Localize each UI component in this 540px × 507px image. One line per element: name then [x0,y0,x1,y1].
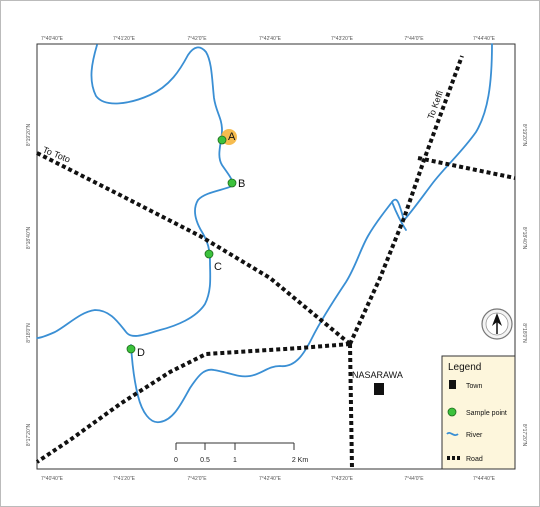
tick-label: 7°44'0"E [404,476,424,482]
tick-label: 7°41'20"E [113,476,136,482]
legend-item-road: Road [447,456,483,463]
tick-label: 8°19'20"N [521,124,527,147]
tick-label: 7°42'40"E [259,36,282,42]
bottom-tick-labels: 7°40'40"E 7°41'20"E 7°42'0"E 7°42'40"E 7… [41,476,496,482]
tick-label: 7°42'0"E [187,36,207,42]
top-tick-labels: 7°40'40"E 7°41'20"E 7°42'0"E 7°42'40"E 7… [41,36,496,42]
tick-label: 8°17'20"N [521,424,527,447]
legend-item-river: River [446,431,483,439]
tick-label: 8°18'40"N [521,227,527,250]
tick-label: 7°43'20"E [331,476,354,482]
legend-title: Legend [448,362,481,373]
town-icon [374,383,384,395]
river-main [36,185,233,339]
town-nasarawa: NASARAWA [352,370,403,395]
sample-point-d: D [126,344,145,359]
north-arrow-icon [481,308,513,340]
sample-label: A [228,131,236,143]
tick-label: 7°43'20"E [331,36,354,42]
legend-item-town: Town [449,380,482,390]
scale-bar: 0 0.5 1 2 Km [174,442,309,464]
left-tick-labels: 8°19'20"N 8°18'40"N 8°18'0"N 8°17'20"N [26,123,32,446]
map-frame [36,43,516,470]
tick-label: 8°18'40"N [26,226,32,249]
tick-label: 7°40'40"E [41,36,64,42]
sample-dot-icon [447,407,457,417]
sample-point-b: B [227,178,245,190]
legend-item-label: River [466,432,483,439]
legend-item-label: Sample point [466,410,507,417]
roads [35,55,516,470]
river-upper-loop [90,44,234,187]
sample-label: D [137,347,145,359]
scale-label: 0.5 [200,457,210,464]
sample-label: C [214,261,222,273]
tick-label: 7°44'40"E [473,476,496,482]
road-east [417,156,516,180]
sample-label: B [238,178,245,190]
tick-label: 7°40'40"E [41,476,64,482]
right-tick-labels: 8°19'20"N 8°18'40"N 8°18'0"N 8°17'20"N [521,124,527,447]
legend-item-sample-point: Sample point [447,407,507,417]
legend: Legend Town Sample point River Road [441,355,516,470]
town-icon [449,380,456,389]
tick-label: 8°19'20"N [26,123,32,146]
sample-point-a: A [217,131,236,145]
scale-label: 0 [174,457,178,464]
tick-label: 8°17'20"N [26,423,32,446]
legend-item-label: Road [466,456,483,463]
tick-label: 7°41'20"E [113,36,136,42]
tick-label: 7°44'40"E [473,36,496,42]
tick-label: 7°42'0"E [187,476,207,482]
tick-label: 8°18'0"N [521,323,527,343]
rivers [36,43,493,424]
tick-label: 8°18'0"N [26,323,32,343]
sample-dot-icon [227,178,237,188]
sample-dot-icon [126,344,136,354]
scale-label: 1 [233,457,237,464]
sample-point-c: C [204,249,222,273]
tick-label: 7°42'40"E [259,476,282,482]
sample-dot-icon [204,249,214,259]
river-south-loop [130,43,493,424]
river-line-icon [446,431,459,437]
town-label: NASARAWA [352,370,403,380]
sample-dot-icon [217,135,227,145]
road-to-toto [36,151,352,346]
river-east-branch [391,201,407,231]
tick-label: 7°44'0"E [404,36,424,42]
sample-points: A B C D [126,131,245,359]
road-west-south [35,342,351,464]
legend-item-label: Town [466,383,482,390]
scale-label: 2 Km [292,457,309,464]
